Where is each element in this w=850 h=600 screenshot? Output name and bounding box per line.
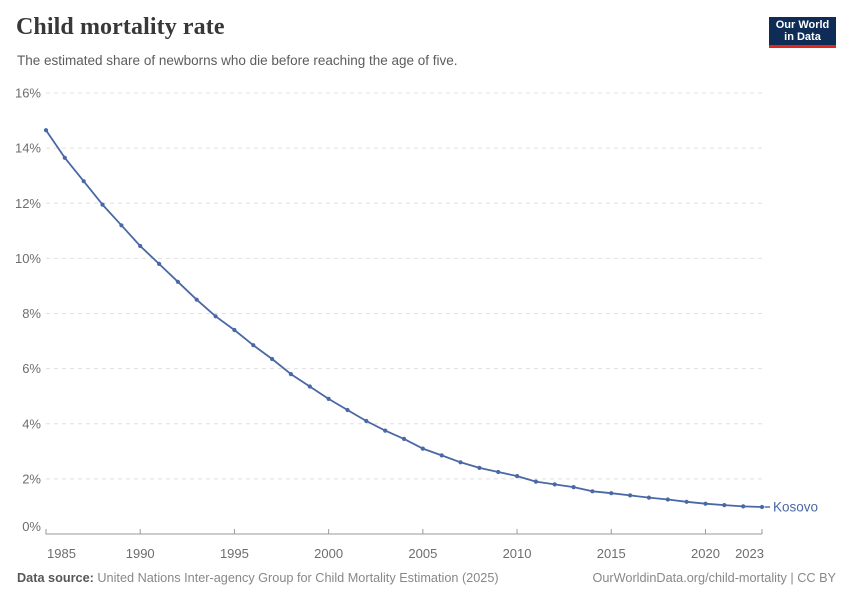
data-point-marker[interactable] (646, 495, 652, 500)
data-point-marker[interactable] (401, 436, 407, 441)
chart-subtitle: The estimated share of newborns who die … (17, 53, 458, 68)
x-axis-tick-label: 1990 (126, 546, 155, 561)
data-point-marker[interactable] (345, 407, 350, 413)
data-point-marker[interactable] (81, 179, 86, 184)
data-point-marker[interactable] (119, 223, 124, 228)
data-point-marker[interactable] (684, 499, 689, 504)
series-label-kosovo[interactable]: Kosovo (773, 499, 818, 514)
data-point-marker[interactable] (157, 261, 162, 266)
x-axis-tick-label: 2015 (597, 546, 626, 561)
owid-logo-line2: in Data (784, 31, 821, 43)
data-line-kosovo[interactable] (45, 129, 763, 508)
data-source-label: Data source: (17, 571, 94, 585)
chart-title: Child mortality rate (16, 14, 225, 40)
x-axis-tick-label: 2005 (408, 546, 437, 561)
x-axis-tick-label: 1985 (47, 546, 76, 561)
x-axis-tick-label: 2010 (503, 546, 532, 561)
data-point-marker[interactable] (270, 356, 275, 362)
data-source-note: Data source: United Nations Inter-agency… (17, 571, 499, 585)
data-point-marker[interactable] (43, 128, 49, 133)
y-axis-tick-label: 4% (22, 416, 41, 431)
owid-url-license-link[interactable]: OurWorldinData.org/child-mortality | CC … (592, 571, 837, 585)
y-axis-tick-label: 10% (15, 251, 41, 266)
data-point-marker[interactable] (307, 384, 312, 389)
data-point-marker[interactable] (722, 503, 727, 508)
data-point-marker[interactable] (571, 485, 576, 490)
data-point-marker[interactable] (383, 428, 388, 433)
data-point-marker[interactable] (213, 314, 218, 319)
x-axis-tick-label: 1995 (220, 546, 249, 561)
data-point-marker[interactable] (665, 497, 670, 502)
data-point-marker[interactable] (590, 489, 595, 494)
owid-logo-line1: Our World (775, 18, 830, 31)
data-point-marker[interactable] (741, 504, 746, 509)
y-axis-tick-label: 8% (22, 306, 41, 321)
data-point-marker[interactable] (288, 372, 293, 377)
data-point-marker[interactable] (194, 297, 199, 302)
data-point-marker[interactable] (533, 479, 539, 484)
y-axis-tick-label: 14% (15, 141, 41, 156)
data-point-marker[interactable] (175, 279, 180, 284)
data-point-marker[interactable] (477, 465, 482, 470)
data-point-marker[interactable] (420, 446, 425, 451)
data-point-marker[interactable] (251, 343, 256, 348)
data-point-marker[interactable] (458, 460, 463, 465)
y-axis-tick-label: 6% (22, 361, 41, 376)
y-axis-tick-label: 12% (15, 196, 41, 211)
data-point-marker[interactable] (439, 453, 444, 458)
data-point-marker[interactable] (62, 155, 67, 160)
data-point-marker[interactable] (232, 327, 237, 333)
data-point-marker[interactable] (552, 482, 557, 487)
y-axis-tick-label: 2% (22, 471, 41, 486)
data-point-marker[interactable] (326, 396, 331, 401)
data-point-marker[interactable] (100, 202, 105, 207)
data-point-marker[interactable] (703, 501, 708, 506)
owid-logo[interactable]: Our World in Data (769, 17, 836, 48)
x-axis-tick-label: 2000 (314, 546, 343, 561)
data-source-text: United Nations Inter-agency Group for Ch… (97, 571, 499, 585)
data-point-marker[interactable] (515, 474, 520, 479)
y-axis-tick-label: 0% (22, 519, 41, 534)
chart-footer: Data source: United Nations Inter-agency… (17, 571, 836, 585)
data-point-marker[interactable] (138, 243, 143, 249)
x-axis-tick-label: 2020 (691, 546, 720, 561)
data-point-marker[interactable] (759, 504, 765, 510)
x-axis-tick-label: 2023 (735, 546, 764, 561)
data-point-marker[interactable] (496, 469, 501, 475)
y-axis-tick-label: 16% (15, 86, 41, 101)
data-point-marker[interactable] (609, 491, 614, 496)
data-point-marker[interactable] (364, 418, 369, 424)
data-point-marker[interactable] (628, 493, 633, 498)
